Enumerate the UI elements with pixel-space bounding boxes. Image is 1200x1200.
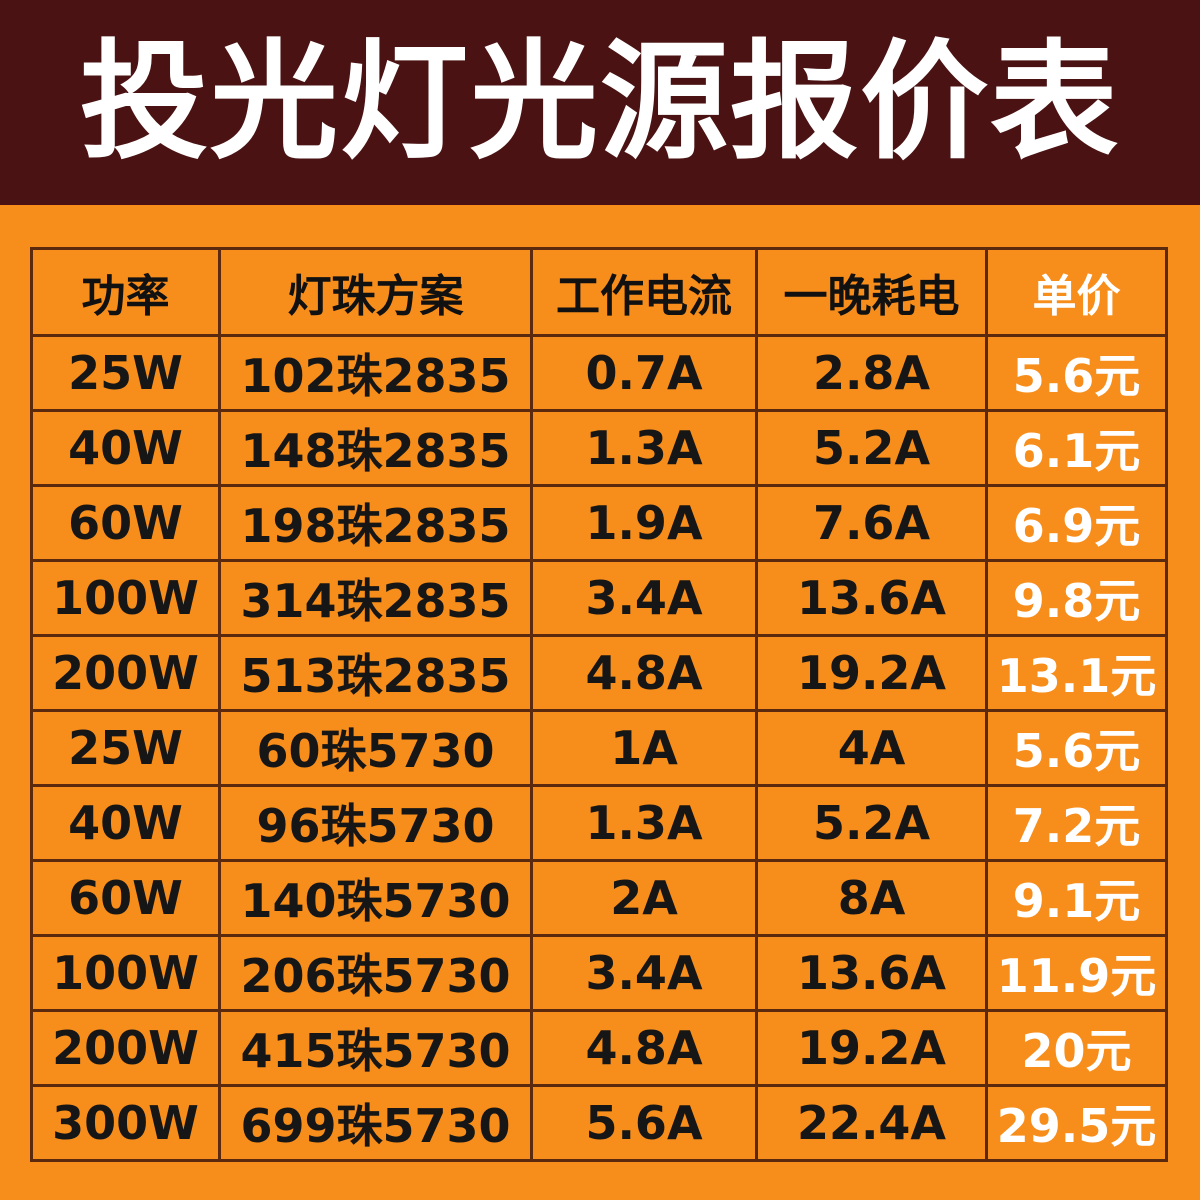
table-cell: 9.8元 bbox=[985, 559, 1168, 637]
column-header: 一晚耗电 bbox=[755, 247, 988, 337]
title-banner bbox=[0, 0, 1200, 205]
table-cell: 60珠5730 bbox=[218, 709, 533, 787]
table-cell: 96珠5730 bbox=[218, 784, 533, 862]
table-cell: 7.2元 bbox=[985, 784, 1168, 862]
table-cell: 13.1元 bbox=[985, 634, 1168, 712]
table-cell: 25W bbox=[30, 334, 221, 412]
table-cell: 100W bbox=[30, 559, 221, 637]
page-title: 投光灯光源报价表 bbox=[79, 28, 1120, 177]
table-cell: 4.8A bbox=[530, 1009, 758, 1087]
table-row: 200W 513珠2835 4.8A 19.2A 13.1元 bbox=[30, 634, 1168, 712]
table-cell: 513珠2835 bbox=[218, 634, 533, 712]
table-cell: 1.9A bbox=[530, 484, 758, 562]
table-cell: 4.8A bbox=[530, 634, 758, 712]
price-table: 功率 灯珠方案 工作电流 一晚耗电 单价 25W 102珠2835 0.7A 2.8A 5.6元… bbox=[30, 247, 1168, 1162]
table-cell: 60W bbox=[30, 484, 221, 562]
table-cell: 19.2A bbox=[755, 634, 988, 712]
table-cell: 40W bbox=[30, 409, 221, 487]
table-cell: 5.6元 bbox=[985, 334, 1168, 412]
table-cell: 29.5元 bbox=[985, 1084, 1168, 1162]
table-cell: 13.6A bbox=[755, 934, 988, 1012]
table-cell: 198珠2835 bbox=[218, 484, 533, 562]
table-cell: 102珠2835 bbox=[218, 334, 533, 412]
table-row: 300W 699珠5730 5.6A 22.4A 29.5元 bbox=[30, 1084, 1168, 1162]
table-cell: 20元 bbox=[985, 1009, 1168, 1087]
table-cell: 11.9元 bbox=[985, 934, 1168, 1012]
table-row: 25W 60珠5730 1A 4A 5.6元 bbox=[30, 709, 1168, 787]
table-cell: 100W bbox=[30, 934, 221, 1012]
table-cell: 140珠5730 bbox=[218, 859, 533, 937]
table-row: 100W 314珠2835 3.4A 13.6A 9.8元 bbox=[30, 559, 1168, 637]
table-cell: 60W bbox=[30, 859, 221, 937]
table-cell: 22.4A bbox=[755, 1084, 988, 1162]
table-cell: 3.4A bbox=[530, 559, 758, 637]
table-row: 60W 198珠2835 1.9A 7.6A 6.9元 bbox=[30, 484, 1168, 562]
table-cell: 699珠5730 bbox=[218, 1084, 533, 1162]
table-cell: 5.6元 bbox=[985, 709, 1168, 787]
table-cell: 1.3A bbox=[530, 784, 758, 862]
table-row: 40W 148珠2835 1.3A 5.2A 6.1元 bbox=[30, 409, 1168, 487]
table-cell: 5.6A bbox=[530, 1084, 758, 1162]
table-cell: 13.6A bbox=[755, 559, 988, 637]
table-body: 25W 102珠2835 0.7A 2.8A 5.6元 40W 148珠2835 1.3A 5.… bbox=[30, 334, 1168, 1162]
table-cell: 3.4A bbox=[530, 934, 758, 1012]
column-header: 灯珠方案 bbox=[218, 247, 533, 337]
table-cell: 314珠2835 bbox=[218, 559, 533, 637]
table-row: 40W 96珠5730 1.3A 5.2A 7.2元 bbox=[30, 784, 1168, 862]
table-cell: 5.2A bbox=[755, 409, 988, 487]
table-cell: 148珠2835 bbox=[218, 409, 533, 487]
table-cell: 206珠5730 bbox=[218, 934, 533, 1012]
column-header: 单价 bbox=[985, 247, 1168, 337]
table-cell: 40W bbox=[30, 784, 221, 862]
table-cell: 2A bbox=[530, 859, 758, 937]
table-cell: 4A bbox=[755, 709, 988, 787]
table-cell: 5.2A bbox=[755, 784, 988, 862]
table-cell: 0.7A bbox=[530, 334, 758, 412]
column-header: 功率 bbox=[30, 247, 221, 337]
table-cell: 1A bbox=[530, 709, 758, 787]
table-cell: 300W bbox=[30, 1084, 221, 1162]
table-cell: 7.6A bbox=[755, 484, 988, 562]
table-row: 25W 102珠2835 0.7A 2.8A 5.6元 bbox=[30, 334, 1168, 412]
table-cell: 2.8A bbox=[755, 334, 988, 412]
table-row: 200W 415珠5730 4.8A 19.2A 20元 bbox=[30, 1009, 1168, 1087]
table-cell: 9.1元 bbox=[985, 859, 1168, 937]
table-cell: 8A bbox=[755, 859, 988, 937]
table-cell: 415珠5730 bbox=[218, 1009, 533, 1087]
table-cell: 25W bbox=[30, 709, 221, 787]
table-cell: 200W bbox=[30, 634, 221, 712]
table-cell: 1.3A bbox=[530, 409, 758, 487]
table-cell: 19.2A bbox=[755, 1009, 988, 1087]
table-row: 60W 140珠5730 2A 8A 9.1元 bbox=[30, 859, 1168, 937]
header-row: 功率 灯珠方案 工作电流 一晚耗电 单价 bbox=[30, 247, 1168, 337]
table-cell: 200W bbox=[30, 1009, 221, 1087]
table-cell: 6.9元 bbox=[985, 484, 1168, 562]
table-cell: 6.1元 bbox=[985, 409, 1168, 487]
table-row: 100W 206珠5730 3.4A 13.6A 11.9元 bbox=[30, 934, 1168, 1012]
column-header: 工作电流 bbox=[530, 247, 758, 337]
